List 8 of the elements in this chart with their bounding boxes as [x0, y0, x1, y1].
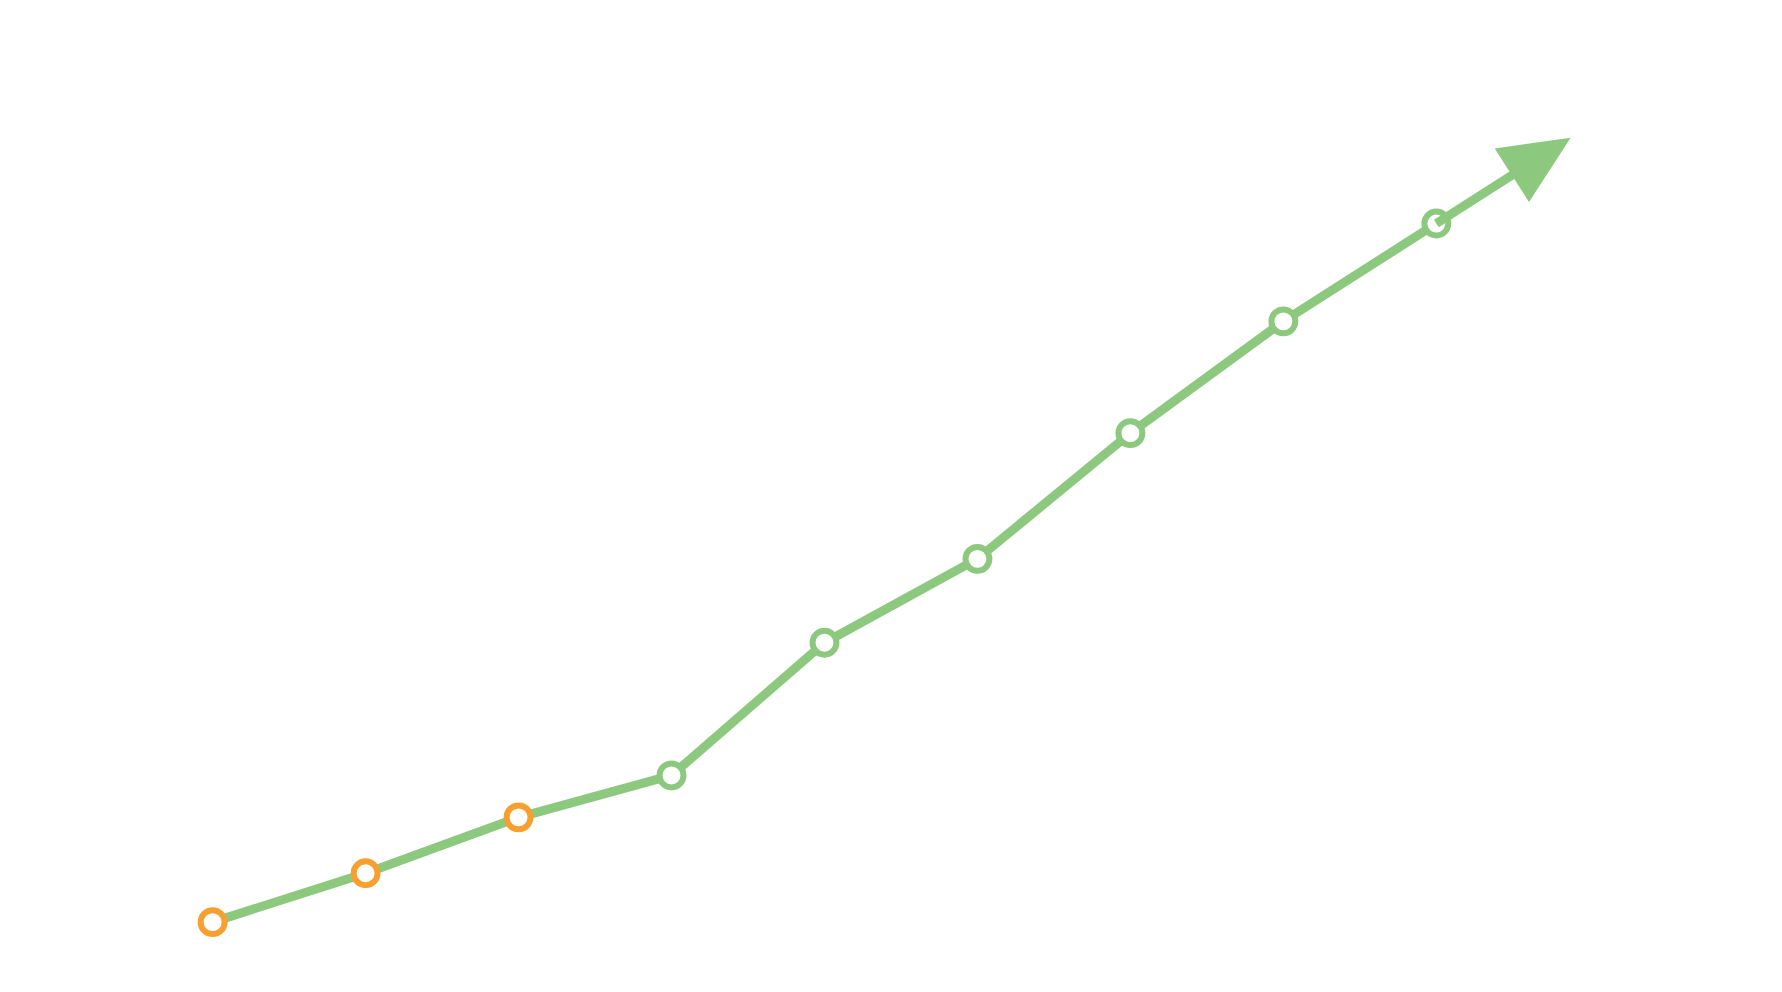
- point: [809, 627, 840, 658]
- point: [503, 802, 534, 833]
- point: [350, 858, 381, 889]
- point: [962, 543, 993, 574]
- point: [1268, 306, 1299, 337]
- point: [1115, 418, 1146, 449]
- point: [656, 760, 687, 791]
- point: [197, 907, 228, 938]
